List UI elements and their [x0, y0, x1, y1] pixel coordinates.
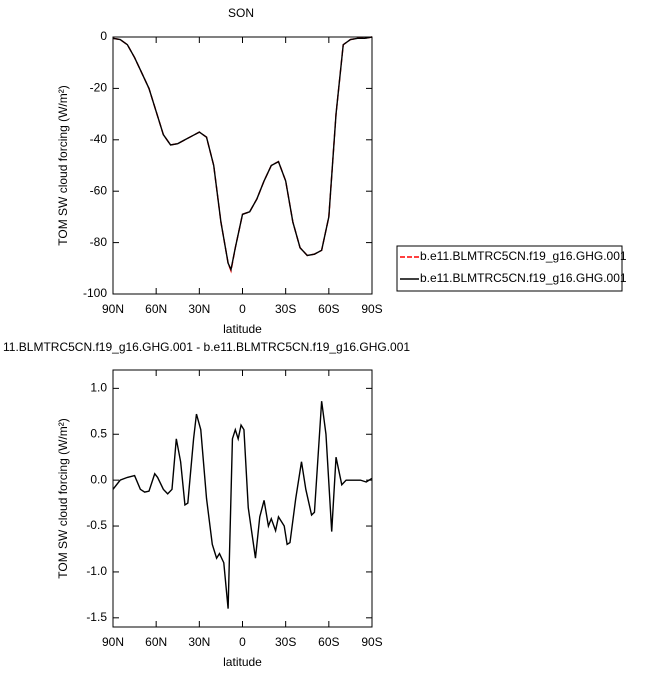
x-tick-label: 60S: [318, 635, 339, 649]
x-tick-label: 0: [239, 635, 246, 649]
x-tick-label: 0: [239, 302, 246, 316]
panel: SON latitude TOM SW cloud forcing (W/m²) 90…: [56, 6, 627, 336]
y-axis-label: TOM SW cloud forcing (W/m²): [56, 85, 70, 245]
y-tick-label: -100: [83, 286, 107, 300]
data-line: [112, 36, 373, 272]
legend-frame: [396, 245, 623, 292]
x-tick-label: 90S: [361, 635, 382, 649]
x-axis-label: latitude: [223, 655, 262, 669]
plot-frame: [112, 369, 373, 628]
y-tick-label: 0: [100, 29, 107, 43]
y-tick-label: 0.5: [90, 426, 107, 440]
x-tick-label: 30N: [188, 302, 210, 316]
x-tick-label: 30S: [275, 302, 296, 316]
x-tick-label: 90S: [361, 302, 382, 316]
y-tick-label: -1.0: [86, 564, 107, 578]
y-tick-label: 0.0: [90, 472, 107, 486]
chart-title: SON: [228, 6, 254, 20]
y-tick-label: -40: [90, 132, 108, 146]
y-tick-label: 1.0: [90, 381, 107, 395]
x-tick-label: 30S: [275, 635, 296, 649]
x-tick-label: 30N: [188, 635, 210, 649]
x-tick-label: 90N: [102, 635, 124, 649]
y-tick-label: -1.5: [86, 610, 107, 624]
panel: 11.BLMTRC5CN.f19_g16.GHG.001 - b.e11.BLM…: [3, 340, 410, 669]
x-tick-label: 90N: [102, 302, 124, 316]
y-axis-label: TOM SW cloud forcing (W/m²): [56, 418, 70, 578]
y-tick-label: -60: [90, 183, 108, 197]
y-tick-label: -80: [90, 235, 108, 249]
y-tick-label: -20: [90, 81, 108, 95]
chart-title: 11.BLMTRC5CN.f19_g16.GHG.001 - b.e11.BLM…: [3, 340, 410, 354]
data-line: [112, 401, 373, 609]
legend-label: b.e11.BLMTRC5CN.f19_g16.GHG.001: [420, 249, 627, 263]
x-tick-label: 60S: [318, 302, 339, 316]
plot-frame: [112, 36, 373, 295]
x-tick-label: 60N: [145, 302, 167, 316]
x-axis-label: latitude: [223, 322, 262, 336]
y-tick-label: -0.5: [86, 518, 107, 532]
legend-label: b.e11.BLMTRC5CN.f19_g16.GHG.001: [420, 271, 627, 285]
x-tick-label: 60N: [145, 635, 167, 649]
